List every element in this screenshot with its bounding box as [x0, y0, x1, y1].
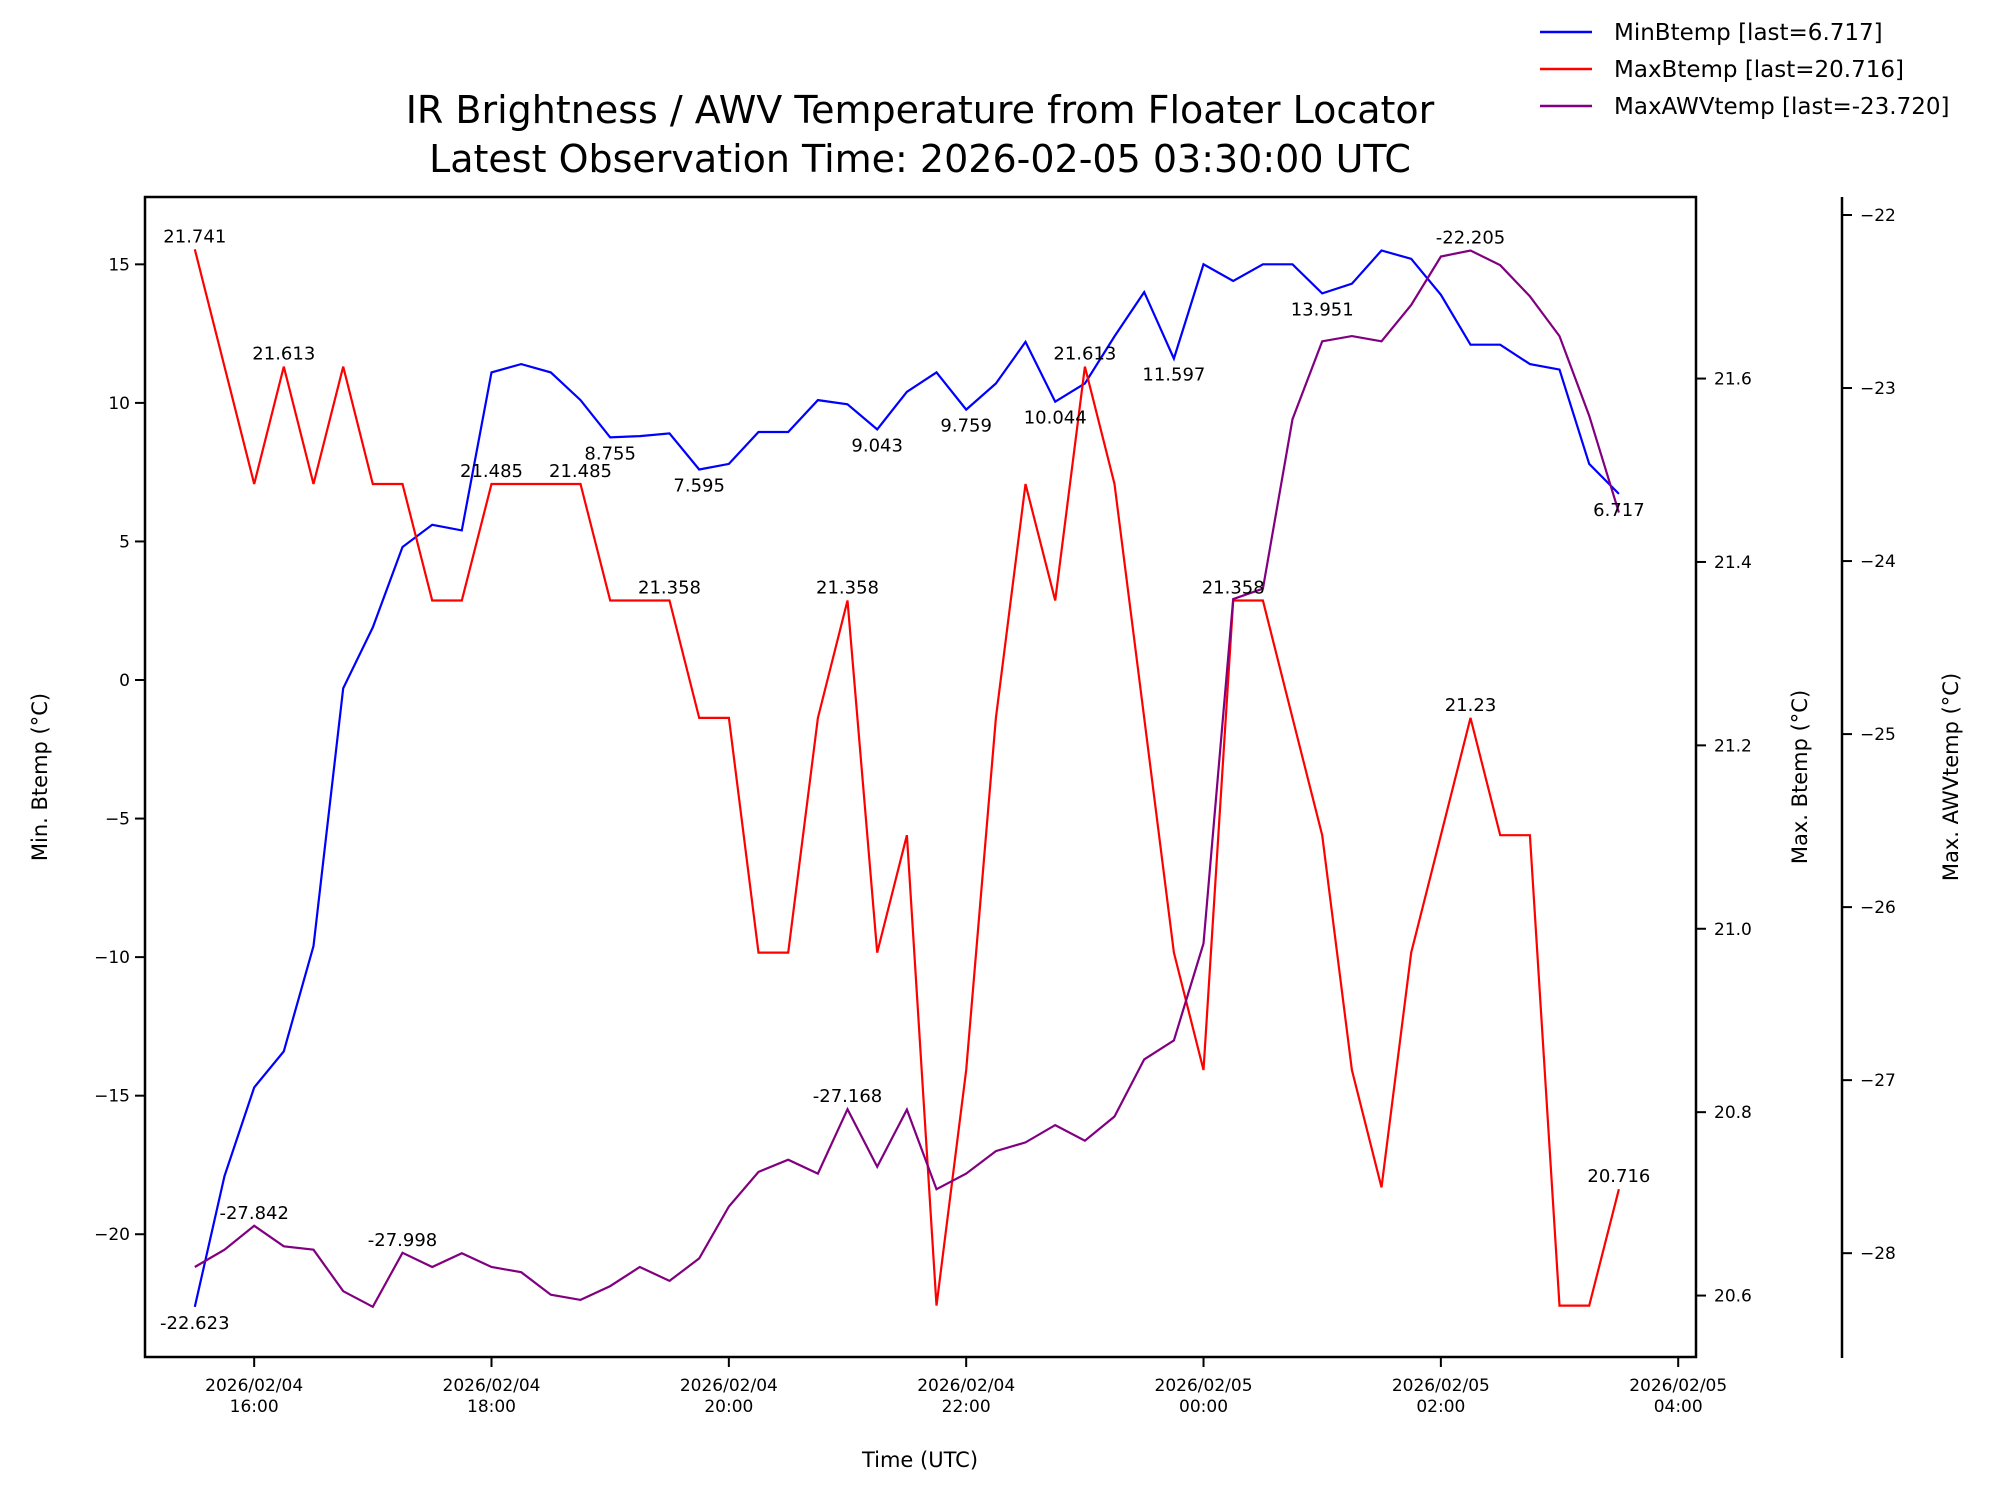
x-tick-label-date: 2026/02/04	[917, 1376, 1015, 1396]
x-tick-label-time: 02:00	[1416, 1397, 1465, 1417]
right2-y-tick-label: −26	[1860, 898, 1896, 918]
left-y-tick-label: 15	[108, 255, 130, 275]
data-label-maxbtemp: 21.485	[460, 461, 523, 482]
right2-axis-title: Max. AWVtemp (°C)	[1939, 673, 1963, 881]
x-axis: 2026/02/0416:002026/02/0418:002026/02/04…	[205, 1357, 1727, 1417]
right2-y-tick-label: −24	[1860, 552, 1896, 572]
data-label-maxawvtemp: -27.998	[368, 1230, 437, 1251]
data-label-maxbtemp: 21.613	[1053, 344, 1116, 365]
right-y-tick-label: 21.4	[1714, 553, 1752, 573]
data-label-maxbtemp: 20.716	[1587, 1166, 1650, 1187]
left-y-tick-label: 10	[108, 394, 130, 414]
x-tick-label-date: 2026/02/04	[443, 1376, 541, 1396]
series-line-maxbtemp	[193, 249, 1620, 1307]
data-label-maxawvtemp: -27.168	[813, 1086, 882, 1107]
data-label-minbtemp: 10.044	[1024, 408, 1087, 429]
series-line-minbtemp	[193, 249, 1620, 1308]
x-tick-label-date: 2026/02/04	[205, 1376, 303, 1396]
data-label-maxbtemp: 21.358	[638, 578, 701, 599]
x-axis-title: Time (UTC)	[861, 1448, 978, 1472]
left-y-tick-label: 5	[119, 532, 130, 552]
data-label-maxbtemp: 21.23	[1445, 695, 1497, 716]
data-label-minbtemp: 13.951	[1291, 299, 1354, 320]
right2-y-tick-label: −27	[1860, 1071, 1896, 1091]
data-label-minbtemp: 11.597	[1142, 365, 1205, 386]
left-axis-title: Min. Btemp (°C)	[28, 693, 52, 861]
left-y-tick-label: −5	[105, 810, 130, 830]
data-label-minbtemp: 9.759	[940, 416, 992, 437]
data-label-maxbtemp: 21.358	[816, 578, 879, 599]
right2-y-tick-label: −25	[1860, 725, 1896, 745]
data-label-minbtemp: 7.595	[673, 476, 725, 497]
data-label-minbtemp: -22.623	[160, 1313, 229, 1334]
left-y-tick-label: 0	[119, 671, 130, 691]
chart-subtitle: Latest Observation Time: 2026-02-05 03:3…	[429, 137, 1411, 181]
legend-label-maxawvtemp: MaxAWVtemp [last=-23.720]	[1614, 94, 1949, 120]
x-tick-label-date: 2026/02/05	[1392, 1376, 1490, 1396]
data-label-maxbtemp: 21.741	[163, 226, 226, 247]
left-y-tick-label: −15	[94, 1087, 130, 1107]
right2-y-tick-label: −23	[1860, 379, 1896, 399]
data-label-minbtemp: 9.043	[851, 435, 903, 456]
left-y-tick-label: −20	[94, 1225, 130, 1245]
data-label-maxawvtemp: -22.205	[1436, 228, 1505, 249]
data-label-maxbtemp: 21.613	[252, 344, 315, 365]
data-label-maxbtemp: 21.358	[1202, 578, 1265, 599]
x-tick-label-date: 2026/02/05	[1629, 1376, 1727, 1396]
right-y-tick-label: 20.6	[1714, 1287, 1752, 1307]
chart-title: IR Brightness / AWV Temperature from Flo…	[406, 88, 1435, 132]
right-axis: 21.6 21.4 21.2 21.0 20.8 20.6	[1696, 370, 1752, 1307]
x-tick-label-time: 04:00	[1654, 1397, 1703, 1417]
legend: MinBtemp [last=6.717] MaxBtemp [last=20.7…	[1540, 20, 1949, 120]
left-axis: 15 10 5 0 −5 −10 −15 −20	[94, 255, 145, 1245]
series-layer	[193, 249, 1620, 1309]
x-tick-label-time: 22:00	[942, 1397, 991, 1417]
legend-label-minbtemp: MinBtemp [last=6.717]	[1614, 20, 1883, 46]
right-y-tick-label: 21.2	[1714, 736, 1752, 756]
x-tick-label-date: 2026/02/04	[680, 1376, 778, 1396]
x-tick-label-time: 16:00	[230, 1397, 279, 1417]
right-y-tick-label: 21.0	[1714, 920, 1752, 940]
x-tick-label-time: 00:00	[1179, 1397, 1228, 1417]
right-y-tick-label: 20.8	[1714, 1103, 1752, 1123]
right2-y-tick-label: −22	[1860, 206, 1896, 226]
data-label-maxawvtemp: -27.842	[219, 1203, 288, 1224]
right-y-tick-label: 21.6	[1714, 370, 1752, 390]
data-label-minbtemp: 6.717	[1593, 500, 1645, 521]
data-label-maxbtemp: 21.485	[549, 461, 612, 482]
series-line-maxawvtemp	[194, 249, 1620, 1309]
x-tick-label-time: 18:00	[467, 1397, 516, 1417]
legend-label-maxbtemp: MaxBtemp [last=20.716]	[1614, 57, 1904, 83]
x-tick-label-date: 2026/02/05	[1155, 1376, 1253, 1396]
annotation-layer: -22.623 8.755 7.595 9.043 9.759 10.044 11.597 1…	[160, 226, 1650, 1334]
plot-frame	[143, 195, 1698, 1359]
right2-axis: −22 −23 −24 −25 −26 −27 −28	[1842, 206, 1896, 1264]
right2-y-tick-label: −28	[1860, 1244, 1896, 1264]
left-y-tick-label: −10	[94, 948, 130, 968]
x-tick-label-time: 20:00	[704, 1397, 753, 1417]
data-label-minbtemp: 8.755	[584, 443, 636, 464]
right-axis-title: Max. Btemp (°C)	[1788, 690, 1812, 864]
